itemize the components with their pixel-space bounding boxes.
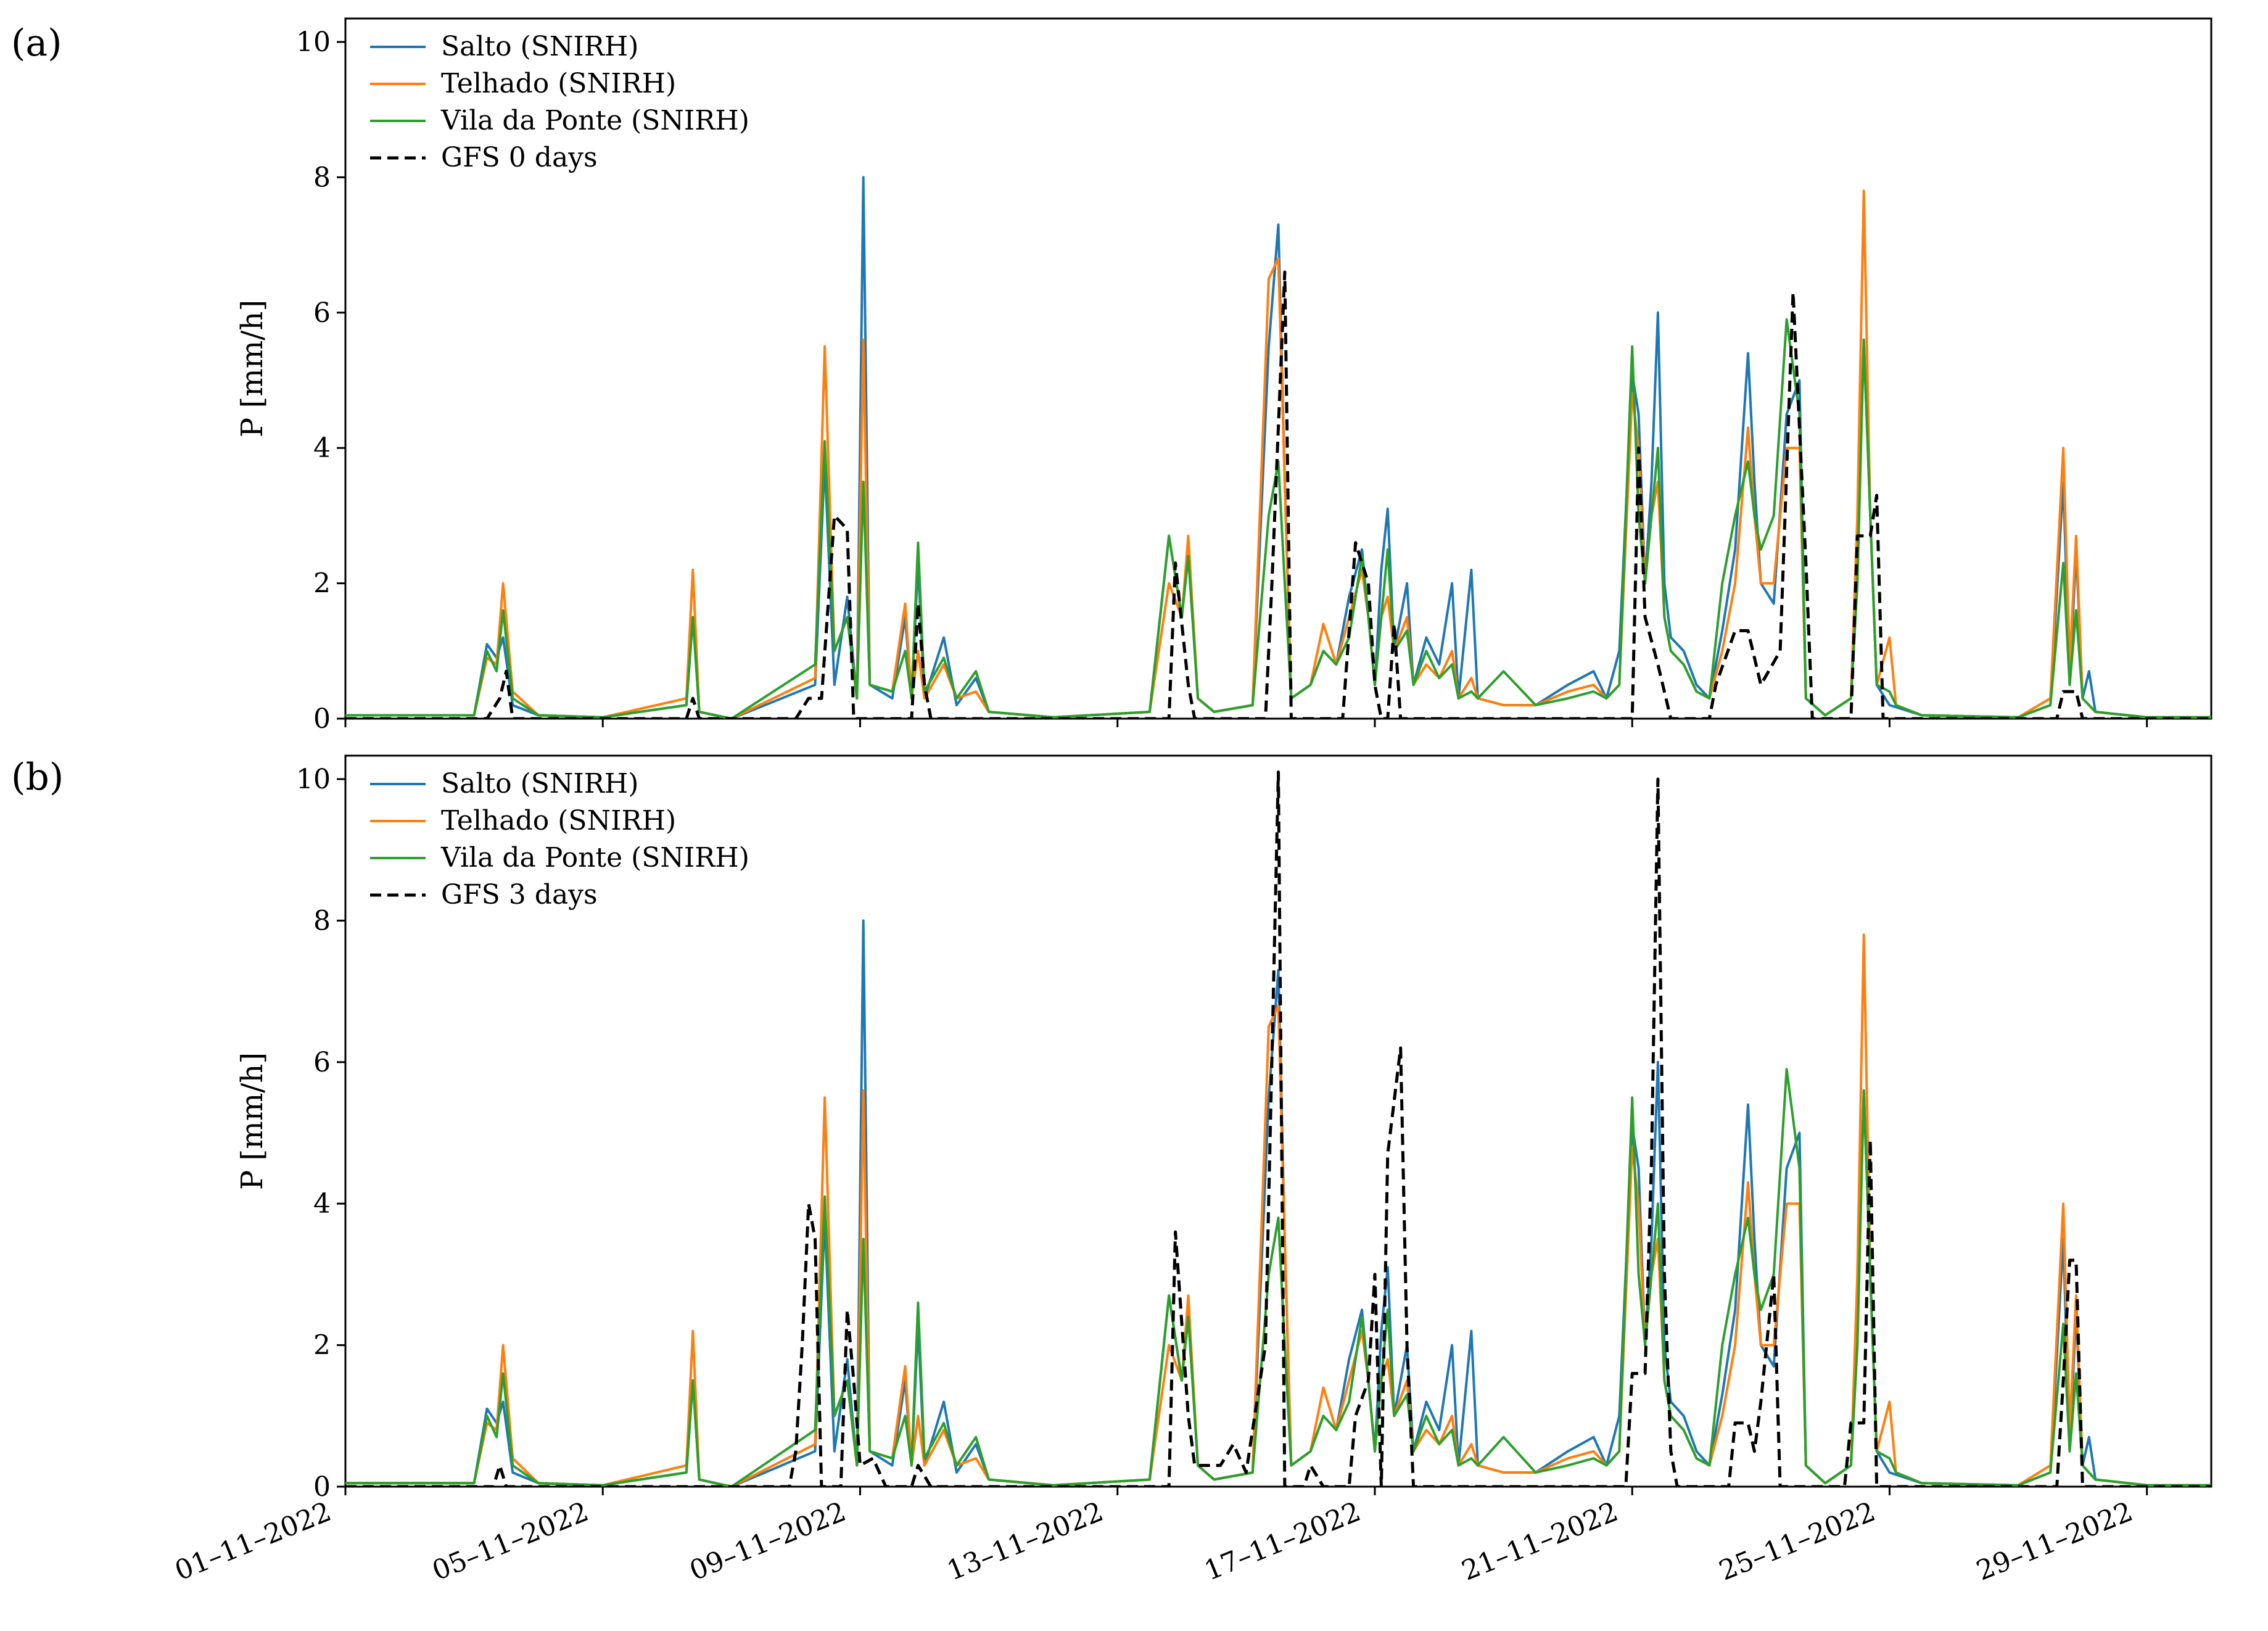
x-tick-label: 17–11–2022 xyxy=(1200,1496,1366,1587)
legend-label: Salto (SNIRH) xyxy=(441,768,638,799)
plot-frame xyxy=(344,17,2212,720)
y-tick-label: 4 xyxy=(313,1188,331,1220)
series-line-4 xyxy=(345,270,2211,719)
series-group xyxy=(345,176,2211,719)
legend-label: GFS 0 days xyxy=(441,142,598,173)
x-tick-label: 13–11–2022 xyxy=(942,1496,1108,1587)
series-line-2 xyxy=(345,933,2211,1487)
legend-label: Telhado (SNIRH) xyxy=(441,68,676,99)
series-line-3 xyxy=(345,318,2211,719)
series-line-3 xyxy=(345,1068,2211,1487)
y-tick-label: 2 xyxy=(313,568,331,600)
x-tick-label: 25–11–2022 xyxy=(1715,1496,1880,1587)
y-tick-label: 0 xyxy=(313,703,331,735)
panel-b: (b) 0 2 4 6 8 10 P [mm/h] 01–11–2022 05–11–2022 09… xyxy=(11,754,2212,1587)
series-line-4 xyxy=(345,770,2211,1487)
y-axis-label: P [mm/h] xyxy=(235,300,270,437)
x-tick-label: 09–11–2022 xyxy=(685,1496,851,1587)
legend-label: Telhado (SNIRH) xyxy=(441,805,676,836)
y-tick-label: 2 xyxy=(313,1330,331,1361)
x-tick-label: 29–11–2022 xyxy=(1972,1496,2137,1587)
y-axis-label: P [mm/h] xyxy=(235,1052,270,1190)
plot-frame xyxy=(344,754,2212,1488)
legend-label: Vila da Ponte (SNIRH) xyxy=(440,842,749,873)
y-tick-label: 6 xyxy=(313,1047,331,1078)
panel-a: (a) 0 2 4 6 8 10 P [mm/h] Salto (SNIRH) Telhado (… xyxy=(11,17,2212,735)
panel-label: (b) xyxy=(11,756,64,799)
legend-label: Salto (SNIRH) xyxy=(441,31,638,62)
y-tick-label: 4 xyxy=(313,432,331,464)
x-tick-label: 01–11–2022 xyxy=(171,1496,336,1587)
y-tick-label: 10 xyxy=(296,27,331,58)
x-tick-label: 21–11–2022 xyxy=(1458,1496,1623,1587)
y-tick-label: 8 xyxy=(313,162,331,193)
series-line-2 xyxy=(345,189,2211,719)
series-group xyxy=(345,770,2211,1487)
x-tick-label: 05–11–2022 xyxy=(428,1496,593,1587)
legend-label: GFS 3 days xyxy=(441,879,598,910)
y-tick-label: 6 xyxy=(313,297,331,329)
panel-label: (a) xyxy=(11,22,62,65)
y-tick-label: 8 xyxy=(313,905,331,936)
legend-label: Vila da Ponte (SNIRH) xyxy=(440,105,749,136)
y-tick-label: 10 xyxy=(296,764,331,795)
y-tick-label: 0 xyxy=(313,1471,331,1503)
